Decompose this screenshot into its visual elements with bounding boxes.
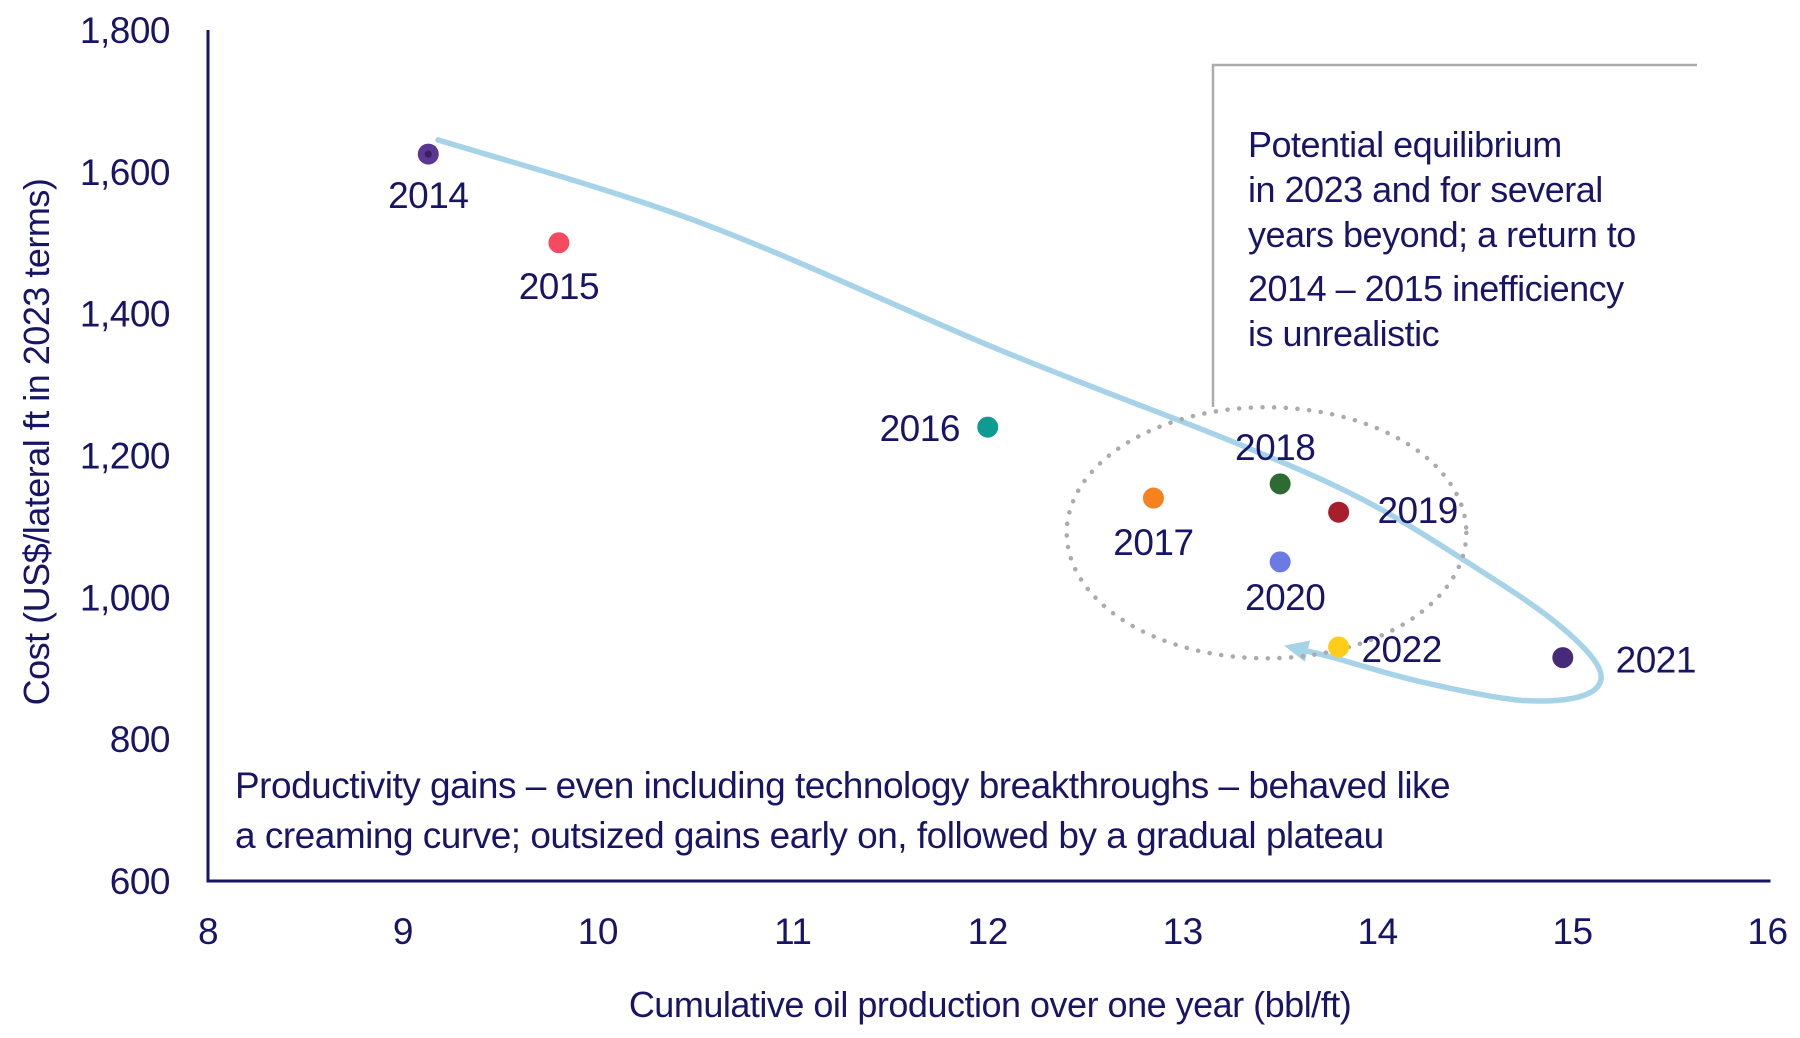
data-point-2017 bbox=[1142, 487, 1164, 509]
x-tick-label: 9 bbox=[393, 911, 413, 952]
data-point-2020 bbox=[1269, 551, 1291, 573]
annotation-line: Potential equilibrium bbox=[1248, 124, 1562, 165]
annotation-line: Productivity gains – even including tech… bbox=[235, 765, 1451, 806]
x-axis-title: Cumulative oil production over one year … bbox=[628, 984, 1352, 1025]
data-point-2016 bbox=[977, 416, 999, 438]
data-point-2018 bbox=[1269, 473, 1291, 495]
data-point-inner-dot bbox=[424, 150, 432, 158]
y-tick-label: 800 bbox=[110, 719, 170, 760]
year-label-2014: 2014 bbox=[388, 175, 468, 216]
data-point-2019 bbox=[1328, 501, 1350, 523]
data-point-2021 bbox=[1552, 647, 1574, 669]
equilibrium-annotation: Potential equilibrium in 2023 and for sev… bbox=[1248, 122, 1718, 356]
x-tick-label: 14 bbox=[1358, 911, 1398, 952]
year-label-2018: 2018 bbox=[1235, 427, 1315, 468]
x-tick-label: 16 bbox=[1747, 911, 1787, 952]
y-tick-label: 1,800 bbox=[80, 10, 170, 51]
annotation-line: 2014 – 2015 inefficiency bbox=[1248, 268, 1624, 309]
x-tick-label: 12 bbox=[968, 911, 1008, 952]
year-label-2017: 2017 bbox=[1113, 522, 1193, 563]
year-label-2019: 2019 bbox=[1377, 490, 1457, 531]
year-label-2020: 2020 bbox=[1245, 577, 1325, 618]
y-tick-label: 600 bbox=[110, 861, 170, 902]
equilibrium-paragraph-1: Potential equilibrium in 2023 and for sev… bbox=[1248, 122, 1718, 257]
x-tick-label: 8 bbox=[198, 911, 218, 952]
curve-arrowhead-icon bbox=[1284, 640, 1311, 662]
callout-border bbox=[1211, 63, 1697, 407]
equilibrium-paragraph-2: 2014 – 2015 inefficiency is unrealistic bbox=[1248, 266, 1718, 356]
data-point-2022 bbox=[1328, 636, 1350, 658]
y-axis-title: Cost (US$/lateral ft in 2023 terms) bbox=[16, 178, 57, 706]
y-tick-label: 1,200 bbox=[80, 436, 170, 477]
x-tick-label: 13 bbox=[1163, 911, 1203, 952]
annotation-line: in 2023 and for several bbox=[1248, 169, 1603, 210]
cluster-ellipse bbox=[1064, 405, 1469, 661]
x-tick-label: 15 bbox=[1552, 911, 1592, 952]
x-tick-label: 10 bbox=[578, 911, 618, 952]
creaming-curve-annotation: Productivity gains – even including tech… bbox=[235, 761, 1735, 861]
y-tick-label: 1,000 bbox=[80, 577, 170, 618]
year-label-2022: 2022 bbox=[1361, 629, 1441, 670]
annotation-line: is unrealistic bbox=[1248, 313, 1440, 354]
year-label-2021: 2021 bbox=[1616, 640, 1696, 681]
year-label-2015: 2015 bbox=[519, 266, 599, 307]
annotation-line: a creaming curve; outsized gains early o… bbox=[235, 815, 1384, 856]
creaming-curve bbox=[435, 137, 1604, 704]
y-tick-label: 1,600 bbox=[80, 152, 170, 193]
annotation-line: years beyond; a return to bbox=[1248, 214, 1636, 255]
x-tick-label: 11 bbox=[774, 911, 811, 952]
year-label-2016: 2016 bbox=[880, 408, 960, 449]
y-tick-label: 1,400 bbox=[80, 294, 170, 335]
data-point-2015 bbox=[548, 232, 570, 254]
